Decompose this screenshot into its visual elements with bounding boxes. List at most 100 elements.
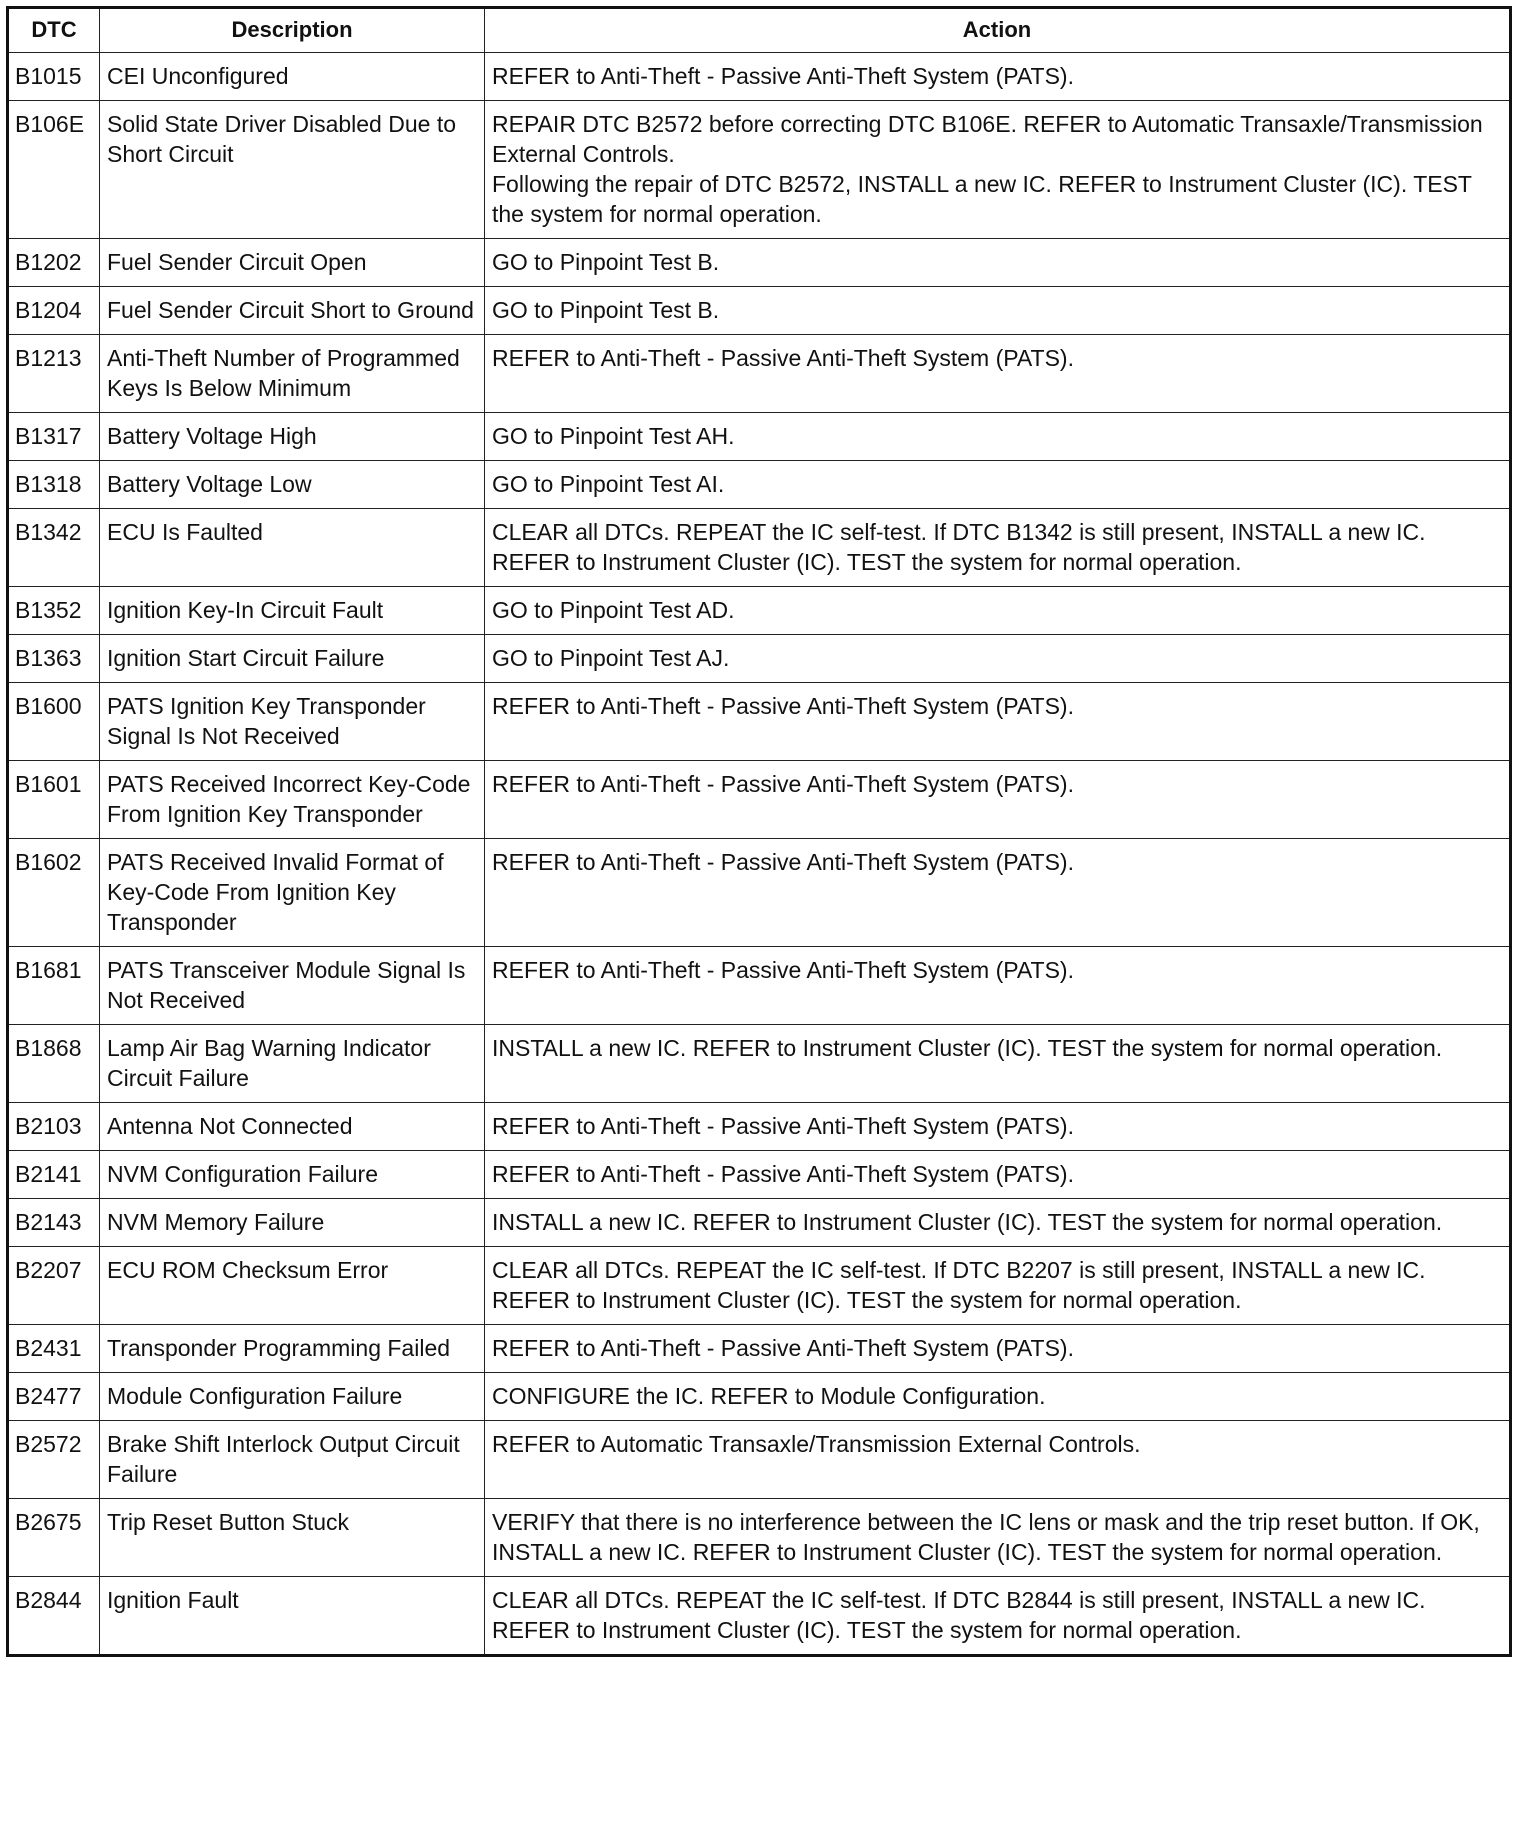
dtc-table: DTC Description Action B1015 CEI Unconfig… — [6, 6, 1512, 1657]
action-text: REFER to Anti-Theft - Passive Anti-Theft… — [492, 849, 1074, 875]
dtc-code-cell: B1363 — [7, 634, 100, 683]
action-text: REFER to Anti-Theft - Passive Anti-Theft… — [492, 1113, 1074, 1139]
table-row: B2572 Brake Shift Interlock Output Circui… — [7, 1420, 1511, 1499]
action-cell: GO to Pinpoint Test B. — [484, 286, 1511, 335]
action-text: VERIFY that there is no interference bet… — [492, 1509, 1480, 1565]
table-row: B1317 Battery Voltage High GO to Pinpoint … — [7, 412, 1511, 461]
table-body: B1015 CEI Unconfigured REFER to Anti-Theft… — [7, 52, 1511, 1656]
action-cell: REFER to Anti-Theft - Passive Anti-Theft… — [484, 1150, 1511, 1199]
dtc-code-cell: B1600 — [7, 682, 100, 761]
action-text: CLEAR all DTCs. REPEAT the IC self-test.… — [492, 1587, 1426, 1643]
action-text: Following the repair of DTC B2572, INSTA… — [492, 171, 1472, 227]
description-cell: Trip Reset Button Stuck — [99, 1498, 485, 1577]
description-cell: Ignition Start Circuit Failure — [99, 634, 485, 683]
action-cell: REFER to Anti-Theft - Passive Anti-Theft… — [484, 334, 1511, 413]
description-cell: NVM Memory Failure — [99, 1198, 485, 1247]
action-cell: GO to Pinpoint Test AH. — [484, 412, 1511, 461]
description-cell: Fuel Sender Circuit Open — [99, 238, 485, 287]
table-row: B2477 Module Configuration Failure CONFIGU… — [7, 1372, 1511, 1421]
dtc-code-cell: B1868 — [7, 1024, 100, 1103]
action-text: REFER to Anti-Theft - Passive Anti-Theft… — [492, 1335, 1074, 1361]
table-row: B106E Solid State Driver Disabled Due to … — [7, 100, 1511, 239]
description-cell: ECU Is Faulted — [99, 508, 485, 587]
description-cell: PATS Received Incorrect Key-Code From Ig… — [99, 760, 485, 839]
header-row: DTC Description Action — [7, 7, 1511, 53]
action-text: GO to Pinpoint Test B. — [492, 297, 720, 323]
action-text: REFER to Automatic Transaxle/Transmissio… — [492, 1431, 1141, 1457]
action-text: CLEAR all DTCs. REPEAT the IC self-test.… — [492, 1257, 1426, 1313]
table-row: B1602 PATS Received Invalid Format of Key… — [7, 838, 1511, 947]
description-cell: CEI Unconfigured — [99, 52, 485, 101]
dtc-code-cell: B1317 — [7, 412, 100, 461]
table-row: B1204 Fuel Sender Circuit Short to Ground… — [7, 286, 1511, 335]
table-row: B1600 PATS Ignition Key Transponder Signa… — [7, 682, 1511, 761]
action-cell: REFER to Anti-Theft - Passive Anti-Theft… — [484, 946, 1511, 1025]
dtc-code-cell: B1202 — [7, 238, 100, 287]
table-row: B2207 ECU ROM Checksum Error CLEAR all DTC… — [7, 1246, 1511, 1325]
dtc-code-cell: B2675 — [7, 1498, 100, 1577]
action-text: GO to Pinpoint Test AH. — [492, 423, 735, 449]
table-row: B1318 Battery Voltage Low GO to Pinpoint T… — [7, 460, 1511, 509]
table-row: B1213 Anti-Theft Number of Programmed Key… — [7, 334, 1511, 413]
dtc-code-cell: B1601 — [7, 760, 100, 839]
action-text: CLEAR all DTCs. REPEAT the IC self-test.… — [492, 519, 1426, 575]
action-cell: GO to Pinpoint Test AD. — [484, 586, 1511, 635]
action-cell: CONFIGURE the IC. REFER to Module Config… — [484, 1372, 1511, 1421]
dtc-code-cell: B2844 — [7, 1576, 100, 1656]
dtc-code-cell: B106E — [7, 100, 100, 239]
description-cell: Fuel Sender Circuit Short to Ground — [99, 286, 485, 335]
dtc-code-cell: B2143 — [7, 1198, 100, 1247]
action-text: REFER to Anti-Theft - Passive Anti-Theft… — [492, 345, 1074, 371]
description-cell: PATS Transceiver Module Signal Is Not Re… — [99, 946, 485, 1025]
header-dtc: DTC — [7, 7, 100, 53]
action-text: REPAIR DTC B2572 before correcting DTC B… — [492, 111, 1483, 167]
table-row: B1363 Ignition Start Circuit Failure GO to… — [7, 634, 1511, 683]
action-text: CONFIGURE the IC. REFER to Module Config… — [492, 1383, 1046, 1409]
table-row: B2103 Antenna Not Connected REFER to Anti-… — [7, 1102, 1511, 1151]
action-text: GO to Pinpoint Test AD. — [492, 597, 735, 623]
dtc-code-cell: B1602 — [7, 838, 100, 947]
table-row: B2431 Transponder Programming Failed REFER… — [7, 1324, 1511, 1373]
action-text: GO to Pinpoint Test AJ. — [492, 645, 730, 671]
action-text: REFER to Anti-Theft - Passive Anti-Theft… — [492, 1161, 1074, 1187]
action-cell: REFER to Anti-Theft - Passive Anti-Theft… — [484, 1102, 1511, 1151]
action-text: INSTALL a new IC. REFER to Instrument Cl… — [492, 1035, 1443, 1061]
action-cell: INSTALL a new IC. REFER to Instrument Cl… — [484, 1024, 1511, 1103]
action-cell: GO to Pinpoint Test AJ. — [484, 634, 1511, 683]
action-cell: REFER to Automatic Transaxle/Transmissio… — [484, 1420, 1511, 1499]
description-cell: NVM Configuration Failure — [99, 1150, 485, 1199]
dtc-code-cell: B1213 — [7, 334, 100, 413]
dtc-code-cell: B1204 — [7, 286, 100, 335]
table-row: B1352 Ignition Key-In Circuit Fault GO to … — [7, 586, 1511, 635]
table-row: B1015 CEI Unconfigured REFER to Anti-Theft… — [7, 52, 1511, 101]
dtc-code-cell: B1342 — [7, 508, 100, 587]
dtc-code-cell: B2103 — [7, 1102, 100, 1151]
action-cell: CLEAR all DTCs. REPEAT the IC self-test.… — [484, 1576, 1511, 1656]
action-cell: GO to Pinpoint Test B. — [484, 238, 1511, 287]
description-cell: Antenna Not Connected — [99, 1102, 485, 1151]
table-row: B2675 Trip Reset Button Stuck VERIFY that … — [7, 1498, 1511, 1577]
table-row: B2141 NVM Configuration Failure REFER to A… — [7, 1150, 1511, 1199]
table-row: B2844 Ignition Fault CLEAR all DTCs. REPEA… — [7, 1576, 1511, 1656]
description-cell: PATS Ignition Key Transponder Signal Is … — [99, 682, 485, 761]
action-text: REFER to Anti-Theft - Passive Anti-Theft… — [492, 771, 1074, 797]
dtc-code-cell: B2141 — [7, 1150, 100, 1199]
table-row: B1868 Lamp Air Bag Warning Indicator Circ… — [7, 1024, 1511, 1103]
table-row: B1342 ECU Is Faulted CLEAR all DTCs. REPEA… — [7, 508, 1511, 587]
action-text: REFER to Anti-Theft - Passive Anti-Theft… — [492, 693, 1074, 719]
description-cell: Lamp Air Bag Warning Indicator Circuit F… — [99, 1024, 485, 1103]
description-cell: Battery Voltage Low — [99, 460, 485, 509]
action-cell: REFER to Anti-Theft - Passive Anti-Theft… — [484, 682, 1511, 761]
action-text: REFER to Anti-Theft - Passive Anti-Theft… — [492, 957, 1074, 983]
dtc-code-cell: B2431 — [7, 1324, 100, 1373]
action-text: GO to Pinpoint Test AI. — [492, 471, 725, 497]
table-row: B1202 Fuel Sender Circuit Open GO to Pinpo… — [7, 238, 1511, 287]
action-cell: CLEAR all DTCs. REPEAT the IC self-test.… — [484, 508, 1511, 587]
action-text: INSTALL a new IC. REFER to Instrument Cl… — [492, 1209, 1443, 1235]
action-cell: GO to Pinpoint Test AI. — [484, 460, 1511, 509]
header-action: Action — [484, 7, 1511, 53]
dtc-code-cell: B2477 — [7, 1372, 100, 1421]
description-cell: Brake Shift Interlock Output Circuit Fai… — [99, 1420, 485, 1499]
action-cell: REFER to Anti-Theft - Passive Anti-Theft… — [484, 760, 1511, 839]
header-description: Description — [99, 7, 485, 53]
